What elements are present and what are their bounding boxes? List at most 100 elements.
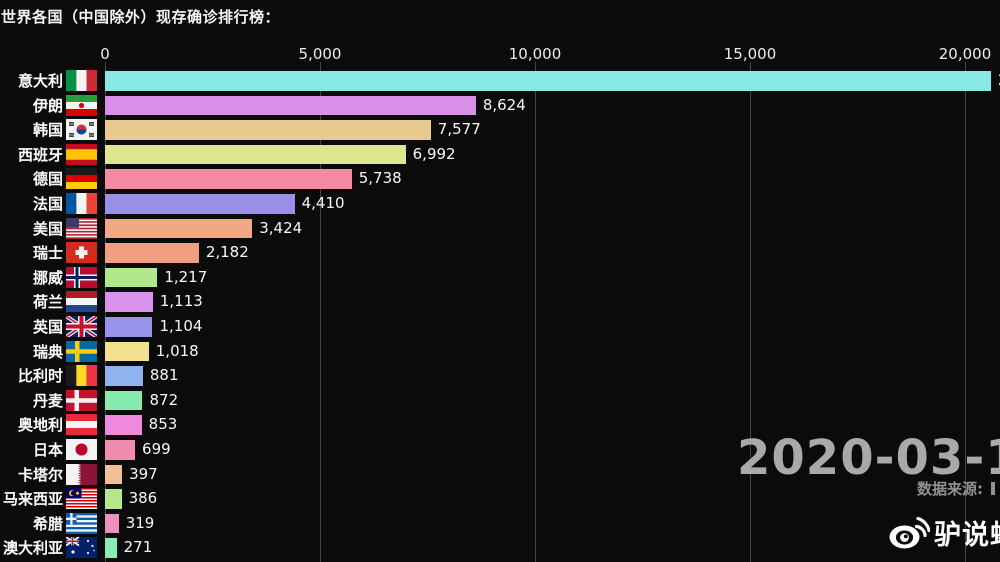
bar xyxy=(105,513,119,534)
bar-row-de: 德国 5,738 xyxy=(0,168,1000,190)
country-label: 挪威 xyxy=(32,268,63,287)
bar-value-label: 4,410 xyxy=(301,194,345,212)
bar-row-se: 瑞典 1,018 xyxy=(0,340,1000,362)
page-title: 世界各国（中国除外）现存确诊排行榜： xyxy=(1,8,281,26)
country-label: 意大利 xyxy=(17,72,63,90)
bar-row-be: 比利时 881 xyxy=(0,365,1000,387)
bar-row-my: 马来西亚 386 xyxy=(0,488,1000,510)
x-axis-tick-label: 5,000 xyxy=(298,45,342,63)
bar-value-label: 386 xyxy=(128,489,158,508)
bar-row-fr: 法国 4,410 xyxy=(0,193,1000,214)
bar-row-dk: 丹麦 872 xyxy=(0,389,1000,411)
bar xyxy=(105,341,149,362)
country-label: 卡塔尔 xyxy=(17,465,63,484)
bar xyxy=(105,194,295,214)
data-source-text: 数据来源: xyxy=(917,480,983,498)
bar-value-label: 319 xyxy=(125,513,155,532)
bar xyxy=(105,71,991,91)
flag-ch-icon xyxy=(66,242,97,264)
gridline xyxy=(320,62,321,562)
bar xyxy=(105,464,123,485)
clipped-glyph xyxy=(991,482,995,495)
flag-ir-icon xyxy=(66,94,97,116)
date-label: 2020-03-15 xyxy=(737,430,1000,486)
bar-row-no: 挪威 1,217 xyxy=(0,266,1000,288)
flag-es-icon xyxy=(66,143,97,165)
flag-jp-icon xyxy=(66,439,97,460)
bar-row-qa: 卡塔尔 397 xyxy=(0,463,1000,485)
bar xyxy=(105,390,143,411)
bar-row-it: 意大利 20,603 xyxy=(0,70,1000,91)
bar-row-gr: 希腊 319 xyxy=(0,512,1000,534)
bar xyxy=(105,169,352,189)
flag-at-icon xyxy=(66,414,97,436)
country-label: 法国 xyxy=(32,195,63,213)
bar xyxy=(105,120,431,140)
country-label: 荷兰 xyxy=(32,293,63,312)
country-label: 马来西亚 xyxy=(2,490,63,509)
gridline xyxy=(535,62,536,562)
bar-value-label: 1,113 xyxy=(159,292,203,311)
watermark: 驴说蛙 xyxy=(888,510,1000,554)
flag-au-icon xyxy=(66,537,97,559)
bar xyxy=(105,489,122,509)
bar-row-jp: 日本 699 xyxy=(0,439,1000,460)
bar xyxy=(105,144,406,165)
bar-row-au: 澳大利亚 271 xyxy=(0,537,1000,559)
x-axis-tick-label: 20,000 xyxy=(938,45,992,63)
bar-row-es: 西班牙 6,992 xyxy=(0,143,1000,165)
flag-qa-icon xyxy=(66,463,97,485)
x-axis-tick-label: 0 xyxy=(100,45,110,63)
bar-row-ir: 伊朗 8,624 xyxy=(0,94,1000,116)
data-source-label: 数据来源: xyxy=(917,478,995,499)
bar-row-kr: 韩国 7,577 xyxy=(0,119,1000,141)
bar xyxy=(105,538,117,558)
bar-value-label: 7,577 xyxy=(437,120,481,139)
bar xyxy=(105,95,476,116)
flag-dk-icon xyxy=(66,389,97,411)
flag-my-icon xyxy=(66,488,97,510)
country-label: 瑞典 xyxy=(32,342,63,361)
bar-value-label: 20,603 xyxy=(998,71,1000,91)
country-label: 希腊 xyxy=(32,514,63,533)
flag-it-icon xyxy=(66,70,97,91)
bar-value-label: 872 xyxy=(149,390,179,409)
country-label: 瑞士 xyxy=(32,244,63,263)
country-label: 比利时 xyxy=(17,367,63,386)
flag-be-icon xyxy=(66,365,97,387)
country-label: 西班牙 xyxy=(17,145,63,164)
weibo-icon xyxy=(888,513,931,551)
flag-se-icon xyxy=(66,340,97,362)
flag-gr-icon xyxy=(66,512,97,534)
country-label: 伊朗 xyxy=(32,96,63,115)
country-label: 韩国 xyxy=(32,121,63,140)
bar-value-label: 853 xyxy=(148,415,178,434)
bar-value-label: 6,992 xyxy=(412,144,456,163)
country-label: 澳大利亚 xyxy=(2,539,63,558)
flag-fr-icon xyxy=(66,193,97,214)
country-label: 丹麦 xyxy=(32,391,63,410)
bar-row-us: 美国 3,424 xyxy=(0,217,1000,239)
flag-no-icon xyxy=(66,266,97,288)
country-label: 美国 xyxy=(32,219,63,238)
bar-value-label: 3,424 xyxy=(259,218,303,237)
bar-row-gb: 英国 1,104 xyxy=(0,316,1000,337)
x-axis-tick-label: 15,000 xyxy=(723,45,777,63)
country-label: 奥地利 xyxy=(17,416,63,435)
x-axis-tick-label: 10,000 xyxy=(508,45,562,63)
bar xyxy=(105,415,142,435)
bar-value-label: 1,104 xyxy=(159,317,203,335)
bar xyxy=(105,440,136,460)
bar xyxy=(105,267,158,288)
bar-value-label: 8,624 xyxy=(482,95,526,114)
bar-value-label: 2,182 xyxy=(205,243,249,262)
gridline xyxy=(965,62,966,562)
bar xyxy=(105,366,143,386)
bar xyxy=(105,243,199,263)
gridline xyxy=(105,62,106,562)
flag-kr-icon xyxy=(66,119,97,141)
bar-value-label: 271 xyxy=(123,538,153,557)
flag-nl-icon xyxy=(66,291,97,313)
bar-value-label: 1,018 xyxy=(155,341,199,360)
